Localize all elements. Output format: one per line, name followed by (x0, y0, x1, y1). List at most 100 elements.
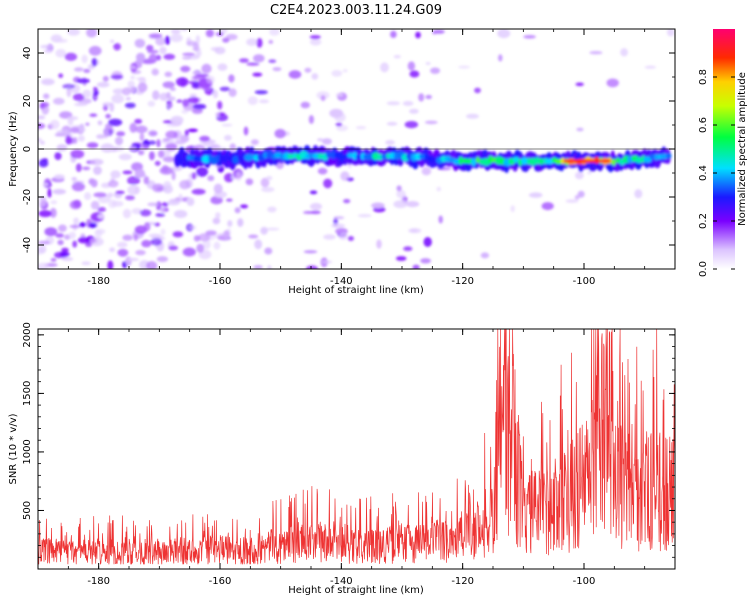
heatmap-noise-blob (309, 35, 321, 40)
heatmap-noise-blob (138, 150, 145, 156)
heatmap-noise-blob (214, 46, 226, 55)
heatmap-noise-blob (38, 262, 49, 269)
heatmap-noise-blob (261, 186, 275, 193)
heatmap-noise-blob (170, 29, 181, 34)
heatmap-noise-blob (308, 115, 314, 124)
heatmap-noise-blob (169, 198, 181, 203)
heatmap-noise-blob (49, 207, 57, 218)
snr-x-axis-label: Height of straight line (km) (288, 585, 424, 596)
heatmap-noise-blob (267, 265, 272, 269)
heatmap-noise-blob (205, 230, 217, 236)
heatmap-noise-blob (162, 156, 176, 163)
heatmap-noise-blob (405, 201, 420, 208)
heatmap-noise-blob (186, 40, 197, 47)
heatmap-noise-blob (246, 38, 258, 46)
heatmap-noise-blob (237, 218, 244, 227)
y-tick-label: 1500 (22, 381, 33, 406)
heatmap-noise-blob (115, 190, 125, 195)
heatmap-noise-blob (150, 238, 163, 246)
heatmap-noise-blob (265, 227, 280, 231)
heatmap-noise-blob (117, 241, 128, 248)
heatmap-noise-blob (575, 82, 584, 87)
heatmap-noise-blob (272, 67, 282, 72)
heatmap-noise-blob (71, 182, 85, 192)
heatmap-noise-blob (309, 38, 322, 46)
heatmap-noise-blob (107, 192, 114, 198)
heatmap-noise-blob (50, 258, 57, 262)
heatmap-noise-blob (311, 73, 319, 80)
colorbar: 0.0 0.2 0.4 0.6 0.8 Normalized spectral ampl… (698, 29, 748, 277)
snr-y-ticks: 500 1000 1500 2000 (22, 322, 675, 570)
x-tick-label: -140 (330, 276, 353, 287)
heatmap-noise-blob (125, 256, 132, 267)
heatmap-ridge-cell (615, 157, 621, 163)
heatmap-noise-blob (41, 104, 50, 115)
heatmap-noise-blob (219, 86, 231, 92)
heatmap-ridge-cell (352, 152, 358, 160)
heatmap-noise-blob (73, 67, 84, 72)
colorbar-gradient (713, 29, 735, 269)
heatmap-noise-blob (245, 178, 254, 186)
heatmap-noise-blob (403, 246, 413, 251)
heatmap-noise-blob (288, 70, 302, 79)
heatmap-noise-blob (201, 63, 212, 74)
heatmap-noise-blob (466, 113, 479, 119)
heatmap-noise-blob (228, 74, 235, 83)
heatmap-ridge-cell (178, 157, 183, 163)
heatmap-noise-blob (137, 82, 148, 93)
heatmap-noise-blob (309, 202, 323, 211)
heatmap-noise-blob (96, 81, 110, 88)
heatmap-noise-blob (222, 37, 230, 43)
heatmap-ridge-cell (355, 154, 362, 160)
heatmap-noise-blob (97, 207, 106, 212)
heatmap-noise-blob (55, 48, 67, 58)
heatmap-noise-blob (589, 51, 603, 55)
heatmap-noise-blob (424, 120, 438, 125)
heatmap-noise-blob (195, 35, 201, 44)
heatmap-noise-blob (127, 257, 139, 262)
snr-y-axis-label: SNR (10 * v/v) (8, 413, 19, 484)
heatmap-noise-blob (54, 152, 62, 161)
heatmap-noise-blob (89, 158, 104, 166)
heatmap-noise-blob (169, 87, 176, 91)
heatmap-noise-blob (213, 241, 221, 250)
heatmap-noise-blob (102, 75, 109, 82)
heatmap-noise-blob (225, 33, 238, 41)
heatmap-noise-blob (108, 180, 119, 188)
heatmap-noise-blob (252, 54, 265, 63)
x-tick-label: -120 (451, 576, 474, 587)
heatmap-noise-blob (226, 198, 233, 202)
heatmap-noise-blob (412, 264, 420, 269)
heatmap-noise-blob (234, 207, 241, 214)
heatmap-noise-blob (246, 62, 260, 66)
heatmap-noise-blob (393, 55, 401, 59)
heatmap-ridge-cell (539, 158, 544, 165)
heatmap-noise-blob (340, 171, 350, 181)
heatmap-noise-blob (171, 170, 176, 181)
heatmap-noise-blob (125, 97, 131, 101)
heatmap-noise-blob (192, 103, 207, 110)
heatmap-noise-blob (347, 236, 354, 241)
heatmap-noise-blob (84, 192, 92, 201)
heatmap-ridge-cell (453, 159, 460, 165)
heatmap-noise-blob (172, 231, 184, 238)
heatmap-noise-blob (212, 89, 218, 99)
heatmap-noise-blob (133, 234, 139, 241)
heatmap-noise-blob (130, 75, 135, 80)
heatmap-noise-blob (69, 224, 81, 229)
heatmap-noise-blob (306, 265, 318, 269)
heatmap-noise-blob (72, 240, 78, 248)
heatmap-ridge-cell (554, 158, 563, 165)
heatmap-noise-blob (156, 139, 161, 148)
heatmap-noise-blob (644, 65, 657, 69)
heatmap-noise-blob (199, 135, 211, 142)
heatmap-noise-blob (376, 239, 382, 249)
heatmap-noise-layer (38, 29, 675, 269)
heatmap-noise-blob (74, 102, 88, 107)
heatmap-noise-blob (343, 199, 351, 204)
heatmap-noise-blob (135, 249, 146, 256)
heatmap-noise-blob (93, 166, 102, 175)
heatmap-noise-blob (67, 116, 79, 121)
heatmap-noise-blob (143, 176, 150, 185)
